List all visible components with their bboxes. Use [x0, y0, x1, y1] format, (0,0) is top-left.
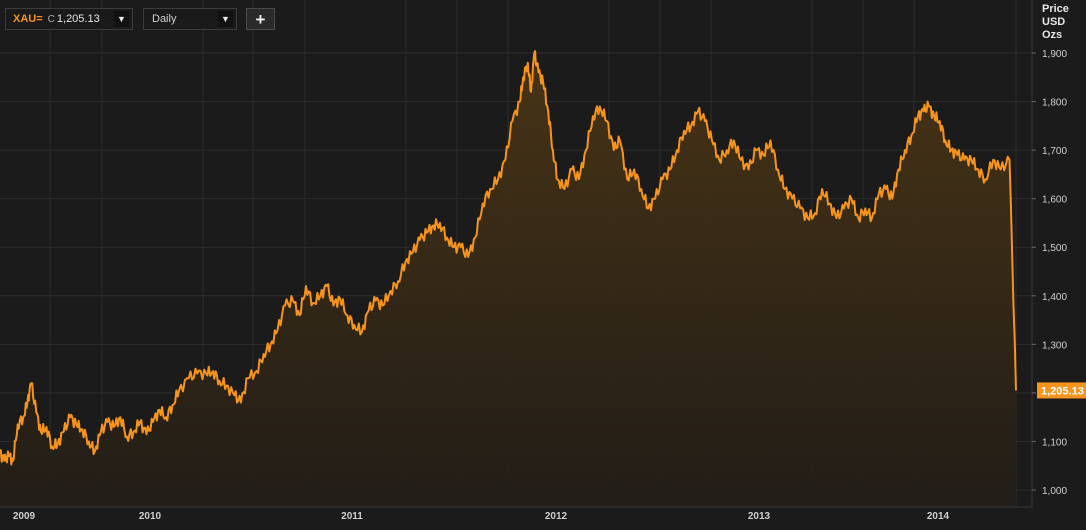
x-axis-ticks: 2009 2010 2011 2012 2013 2014 [13, 511, 950, 522]
unit-label-line: USD [1042, 16, 1065, 28]
y-tick-label: 1,100 [1042, 437, 1067, 448]
y-tick-label: 1,500 [1042, 243, 1067, 254]
add-series-button[interactable]: + [246, 8, 275, 30]
chart-toolbar: XAU= C 1,205.13 ▼ Daily ▼ + [0, 0, 1030, 36]
y-tick-label: 1,900 [1042, 49, 1067, 60]
chevron-down-icon[interactable]: ▼ [218, 11, 233, 27]
y-tick-label: 1,600 [1042, 195, 1067, 206]
x-tick-label: 2013 [748, 511, 771, 522]
y-tick-label: 1,800 [1042, 98, 1067, 109]
y-tick-label: 1,000 [1042, 486, 1067, 497]
last-price-text: 1,205.13 [1041, 385, 1084, 397]
x-tick-label: 2011 [341, 511, 363, 522]
unit-label-line: Price [1042, 3, 1069, 15]
chevron-down-icon[interactable]: ▼ [114, 11, 129, 27]
last-price: 1,205.13 [56, 13, 100, 25]
x-tick-label: 2010 [139, 511, 162, 522]
plus-icon: + [255, 9, 266, 29]
x-tick-label: 2014 [927, 511, 950, 522]
price-line [0, 50, 1017, 466]
unit-label-line: Ozs [1042, 29, 1062, 41]
price-area-fill [0, 51, 1016, 507]
x-tick-label: 2012 [545, 511, 568, 522]
x-tick-label: 2009 [13, 511, 36, 522]
interval-value: Daily [152, 13, 177, 25]
y-tick-label: 1,700 [1042, 146, 1067, 157]
unit-label: Price USD Ozs [1042, 3, 1069, 41]
y-tick-label: 1,300 [1042, 340, 1067, 351]
close-label: C [47, 13, 55, 25]
last-price-box [1037, 382, 1086, 399]
instrument-ric: XAU= [13, 13, 43, 25]
instrument-selector[interactable]: XAU= C 1,205.13 ▼ [5, 8, 133, 30]
y-tick-label: 1,400 [1042, 292, 1067, 303]
interval-selector[interactable]: Daily ▼ [143, 8, 237, 30]
last-price-label: 1,205.13 [1037, 382, 1086, 399]
